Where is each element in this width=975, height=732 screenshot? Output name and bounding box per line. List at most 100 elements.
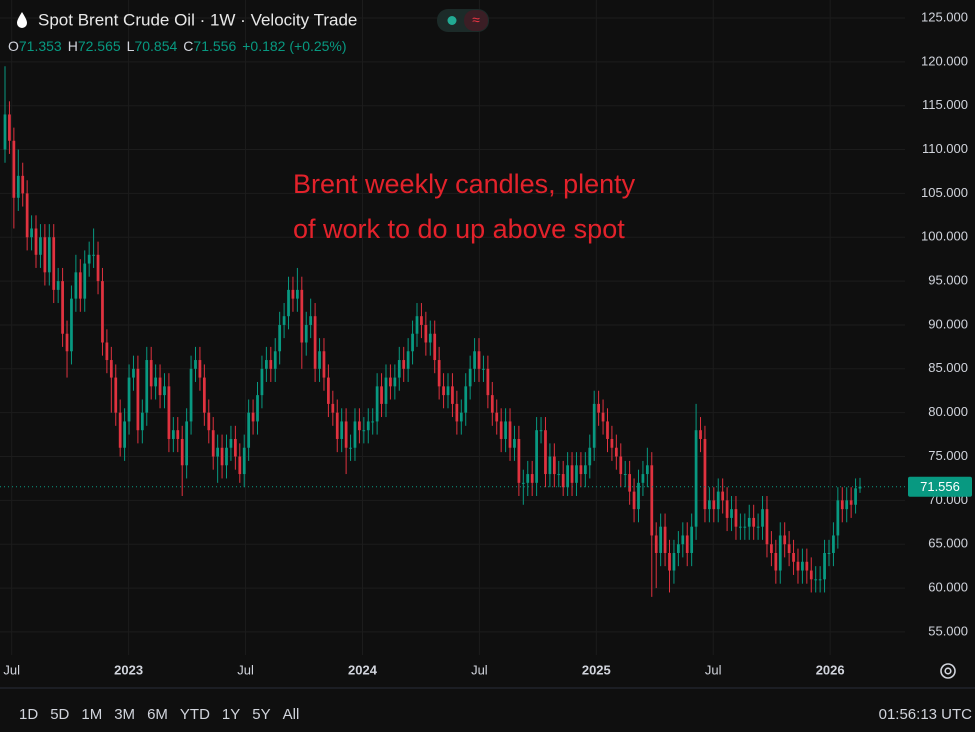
- range-button[interactable]: 3M: [114, 706, 135, 723]
- candle-body: [827, 552, 831, 554]
- candle-body: [424, 324, 428, 343]
- candle-body: [805, 561, 809, 571]
- candle-body: [641, 474, 645, 483]
- candle-body: [490, 395, 494, 413]
- y-tick-label: 115.000: [922, 97, 968, 112]
- candle-body: [575, 465, 578, 483]
- y-tick-label: 125.000: [921, 9, 968, 24]
- candle-body: [118, 412, 122, 448]
- candle-body: [420, 316, 423, 325]
- candle-body: [521, 482, 525, 484]
- candle-body: [282, 316, 286, 325]
- candle-body: [25, 193, 29, 238]
- candle-body: [623, 474, 627, 476]
- candle-body: [101, 281, 104, 343]
- candle-body: [380, 386, 383, 404]
- candle-body: [499, 421, 503, 439]
- y-tick-label: 90.000: [928, 316, 968, 331]
- candle-body: [362, 430, 366, 432]
- candle-body: [823, 552, 826, 580]
- candle-body: [83, 263, 87, 299]
- candle-body: [229, 438, 233, 448]
- candle-body: [690, 526, 694, 553]
- candle-body: [251, 412, 255, 422]
- candle-body: [482, 368, 485, 370]
- x-tick-label: Jul: [237, 662, 254, 677]
- candle-body: [849, 500, 853, 505]
- toolbar: 1D 5D 1M 3M 6M YTD 1Y 5Y All: [19, 706, 299, 723]
- candle-body: [650, 465, 654, 536]
- gear-inner: [944, 667, 952, 675]
- candle-body: [123, 421, 126, 448]
- candle-body: [645, 465, 649, 475]
- candle-body: [566, 465, 569, 488]
- candle-body: [597, 403, 601, 413]
- candle-body: [774, 552, 778, 571]
- candle-body: [801, 561, 804, 571]
- candle-body: [291, 289, 295, 299]
- candle-body: [747, 517, 751, 527]
- range-button[interactable]: 1M: [81, 706, 102, 723]
- range-button[interactable]: 6M: [147, 706, 168, 723]
- candle-body: [149, 360, 153, 387]
- ohlc-key: L: [127, 38, 135, 54]
- candle-body: [486, 368, 490, 396]
- candle-body: [442, 386, 445, 396]
- candle-body: [87, 254, 91, 264]
- candle-body: [783, 535, 787, 545]
- candle-body: [468, 368, 472, 387]
- candle-body: [845, 500, 849, 510]
- candle-body: [526, 474, 530, 483]
- y-tick-label: 65.000: [928, 536, 968, 551]
- y-tick-label: 85.000: [928, 360, 968, 375]
- range-button[interactable]: 1D: [19, 706, 38, 723]
- candle-body: [814, 579, 818, 581]
- gear-outer: [940, 663, 956, 679]
- x-tick-label: 2026: [816, 662, 845, 677]
- settings-button[interactable]: [940, 663, 956, 679]
- candle-body: [739, 526, 742, 528]
- range-button[interactable]: 5Y: [252, 706, 270, 723]
- y-tick-label: 55.000: [928, 623, 968, 638]
- x-tick-label: 2023: [114, 662, 143, 677]
- candle-body: [681, 535, 685, 545]
- candle-body: [601, 412, 605, 422]
- candle-body: [92, 254, 95, 256]
- candle-body: [96, 254, 100, 282]
- candle-body: [451, 386, 454, 404]
- last-price-label: 71.556: [920, 479, 960, 494]
- candle-body: [304, 324, 308, 343]
- candle-body: [770, 544, 773, 553]
- candle-body: [56, 281, 60, 290]
- candle-body: [16, 175, 20, 198]
- range-button[interactable]: YTD: [180, 706, 210, 723]
- annotation: of work to do up above spot: [293, 214, 625, 244]
- candle-body: [668, 552, 671, 571]
- candle-body: [796, 561, 800, 571]
- candle-body: [202, 377, 206, 413]
- candle-body: [619, 456, 623, 475]
- candle-body: [716, 491, 720, 510]
- range-button[interactable]: 1Y: [222, 706, 240, 723]
- candle-body: [628, 474, 632, 492]
- range-button[interactable]: 5D: [50, 706, 69, 723]
- candle-body: [579, 465, 583, 475]
- candle-body: [300, 289, 304, 343]
- candle-body: [433, 333, 437, 361]
- candle-body: [513, 438, 516, 448]
- candle-body: [632, 491, 636, 510]
- candle-body: [508, 421, 512, 448]
- range-button[interactable]: All: [283, 706, 300, 723]
- ohlc-change: +0.182 (+0.25%): [242, 38, 346, 54]
- candle-body: [185, 421, 189, 466]
- status-badge-alt: [464, 10, 488, 31]
- candle-body: [52, 237, 56, 290]
- candle-body: [127, 377, 131, 422]
- ohlc-value: 72.565: [78, 38, 121, 54]
- candle-body: [313, 316, 317, 369]
- candle-body: [428, 333, 432, 343]
- candle-body: [74, 272, 78, 299]
- candle-body: [34, 228, 38, 255]
- candle-body: [659, 526, 663, 553]
- candle-body: [132, 368, 135, 378]
